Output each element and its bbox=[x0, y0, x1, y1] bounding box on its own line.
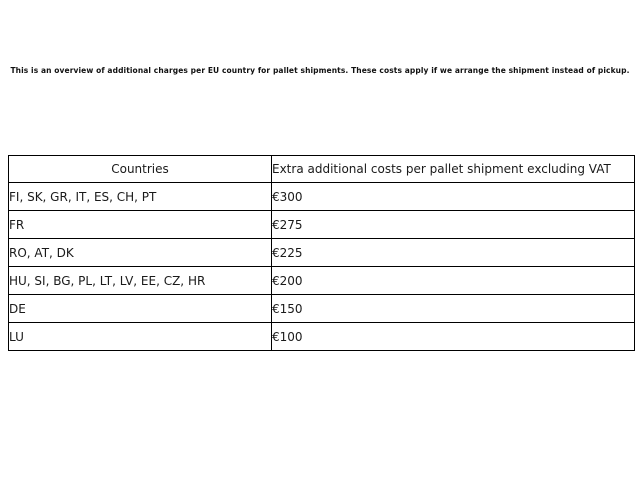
cost-cell: €225 bbox=[271, 238, 635, 267]
countries-cell: HU, SI, BG, PL, LT, LV, EE, CZ, HR bbox=[8, 266, 272, 295]
table-row: DE €150 bbox=[8, 294, 635, 323]
countries-cell: FR bbox=[8, 210, 272, 239]
countries-cell: RO, AT, DK bbox=[8, 238, 272, 267]
table-row: RO, AT, DK €225 bbox=[8, 238, 635, 267]
table-row: HU, SI, BG, PL, LT, LV, EE, CZ, HR €200 bbox=[8, 266, 635, 295]
table-row: FR €275 bbox=[8, 210, 635, 239]
table-header-costs: Extra additional costs per pallet shipme… bbox=[271, 155, 635, 183]
table-header-countries: Countries bbox=[8, 155, 272, 183]
cost-cell: €100 bbox=[271, 322, 635, 351]
cost-cell: €275 bbox=[271, 210, 635, 239]
table-header: Countries Extra additional costs per pal… bbox=[8, 155, 635, 183]
intro-text: This is an overview of additional charge… bbox=[10, 66, 630, 75]
table-row: FI, SK, GR, IT, ES, CH, PT €300 bbox=[8, 182, 635, 211]
charges-table: Countries Extra additional costs per pal… bbox=[8, 155, 635, 351]
table-row: LU €100 bbox=[8, 322, 635, 351]
countries-cell: FI, SK, GR, IT, ES, CH, PT bbox=[8, 182, 272, 211]
cost-cell: €150 bbox=[271, 294, 635, 323]
cost-cell: €300 bbox=[271, 182, 635, 211]
cost-cell: €200 bbox=[271, 266, 635, 295]
countries-cell: LU bbox=[8, 322, 272, 351]
table-header-row: Countries Extra additional costs per pal… bbox=[8, 155, 635, 183]
table-body: FI, SK, GR, IT, ES, CH, PT €300 FR €275 … bbox=[8, 182, 635, 351]
countries-cell: DE bbox=[8, 294, 272, 323]
